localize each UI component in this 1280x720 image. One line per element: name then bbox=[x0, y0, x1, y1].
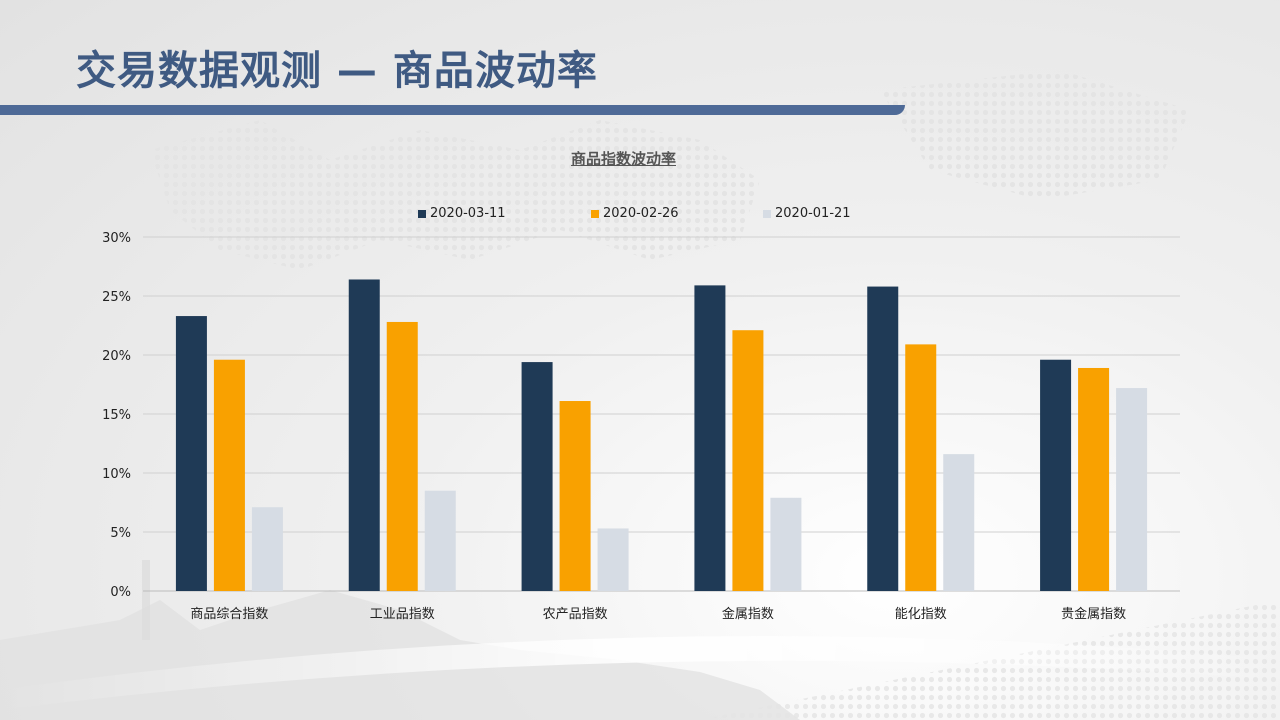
x-category-label: 商品综合指数 bbox=[190, 607, 268, 622]
legend-swatch-icon bbox=[418, 209, 426, 218]
bar bbox=[175, 316, 207, 591]
bar bbox=[213, 359, 245, 591]
y-tick-label: 15% bbox=[102, 408, 131, 423]
legend-item-2020-02-26: 2020-02-26 bbox=[591, 206, 679, 221]
page-title: 交易数据观测 — 商品波动率 bbox=[76, 48, 598, 94]
bar bbox=[424, 490, 456, 591]
legend-item-2020-03-11: 2020-03-11 bbox=[418, 206, 506, 221]
y-tick-label: 30% bbox=[102, 231, 131, 246]
bar bbox=[597, 528, 629, 591]
x-category-label: 金属指数 bbox=[722, 606, 774, 622]
bar bbox=[770, 497, 802, 591]
legend-swatch-icon bbox=[591, 209, 599, 218]
y-tick-label: 20% bbox=[102, 349, 131, 364]
x-category-label: 工业品指数 bbox=[370, 607, 435, 622]
bar bbox=[559, 401, 591, 591]
x-category-label: 农产品指数 bbox=[543, 607, 608, 622]
bar bbox=[1040, 359, 1072, 591]
bar bbox=[386, 321, 418, 591]
bar bbox=[867, 286, 899, 591]
bar bbox=[1078, 367, 1110, 591]
bar bbox=[521, 362, 553, 591]
legend-label: 2020-02-26 bbox=[603, 206, 679, 221]
bar bbox=[1116, 388, 1148, 591]
y-tick-label: 25% bbox=[102, 290, 131, 305]
legend-label: 2020-03-11 bbox=[430, 206, 506, 221]
bar bbox=[348, 279, 380, 591]
chart-title: 商品指数波动率 bbox=[570, 150, 676, 168]
legend-label: 2020-01-21 bbox=[775, 206, 851, 221]
x-category-label: 贵金属指数 bbox=[1061, 606, 1126, 622]
legend-swatch-icon bbox=[763, 209, 771, 218]
y-tick-label: 10% bbox=[102, 467, 131, 482]
bar bbox=[694, 285, 726, 591]
legend-item-2020-01-21: 2020-01-21 bbox=[763, 206, 851, 221]
title-underline-bar bbox=[0, 105, 905, 115]
y-tick-label: 0% bbox=[110, 585, 131, 600]
chart-legend: 2020-03-11 2020-02-26 2020-01-21 bbox=[0, 206, 1280, 224]
bar bbox=[905, 344, 937, 591]
bar bbox=[943, 454, 975, 591]
y-tick-label: 5% bbox=[110, 526, 131, 541]
x-category-label: 能化指数 bbox=[895, 607, 947, 622]
bar bbox=[732, 330, 764, 591]
bar bbox=[251, 507, 283, 591]
